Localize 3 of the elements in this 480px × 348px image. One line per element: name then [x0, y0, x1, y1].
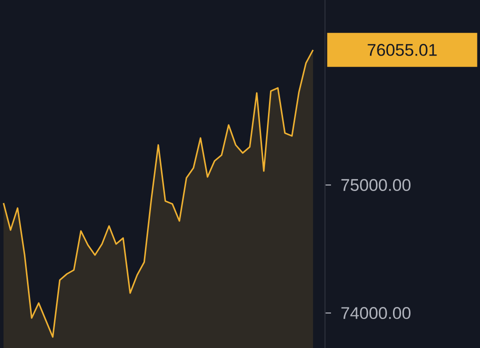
y-tick-label: 75000.00 — [341, 179, 410, 192]
text: 76055.01 — [368, 44, 437, 56]
y-tick-label: 74000.00 — [341, 307, 410, 320]
